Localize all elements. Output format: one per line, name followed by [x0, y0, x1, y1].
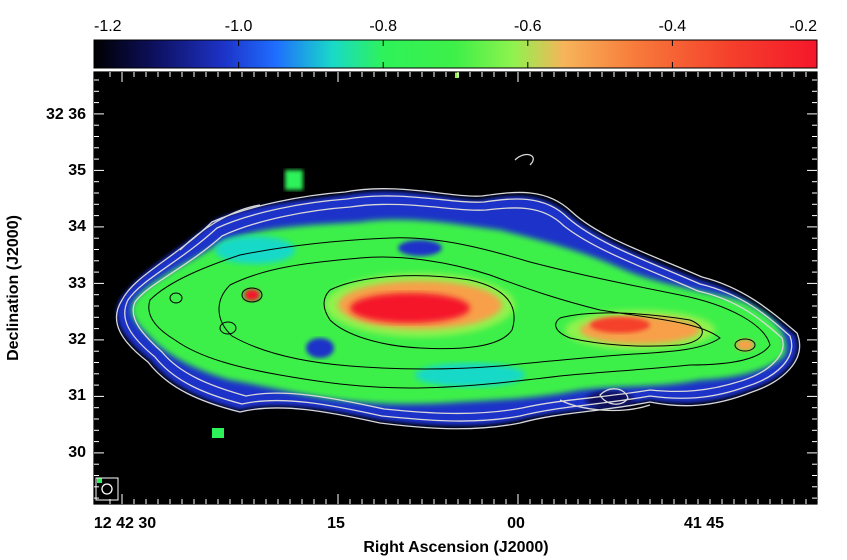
inner-contours [148, 237, 771, 389]
y-axis-label: Declination (J2000) [5, 215, 22, 361]
image-frame [93, 71, 818, 505]
contour-line [169, 292, 183, 304]
x-tick-label: 41 45 [684, 515, 724, 532]
x-axis-ticks [109, 72, 807, 504]
outer-contours [115, 153, 801, 430]
y-tick-label: 33 [68, 275, 86, 292]
contour-line [115, 188, 801, 430]
emission-map [97, 72, 801, 483]
x-tick-labels: 12 42 30 15 00 41 45 [94, 515, 724, 532]
colorbar-tick-label: -1.0 [225, 18, 253, 35]
y-tick-label: 32 [68, 331, 86, 348]
colorbar-ticks [93, 40, 818, 68]
emission-blue-hole [586, 391, 634, 409]
emission-red-peak [736, 339, 754, 351]
emission-red-peak [590, 317, 650, 333]
contour-line [132, 203, 784, 415]
colorbar-tick-label: -1.2 [94, 18, 122, 35]
y-tick-label: 34 [68, 218, 86, 235]
x-tick-label: 12 42 30 [94, 515, 156, 532]
colorbar-bar [93, 39, 818, 69]
colorbar-tick-labels: -1.2 -1.0 -0.8 -0.6 -0.4 -0.2 [94, 18, 817, 35]
emission-island [285, 170, 303, 190]
contour-line [241, 287, 263, 303]
colorbar-tick-label: -0.2 [789, 18, 817, 35]
colorbar-tick-label: -0.4 [659, 18, 687, 35]
y-axis-ticks [94, 79, 817, 499]
y-tick-label: 35 [68, 162, 86, 179]
colorbar: -1.2 -1.0 -0.8 -0.6 -0.4 -0.2 [93, 18, 818, 69]
contour-line [218, 256, 721, 370]
contour-line [559, 399, 651, 412]
contour-line [599, 388, 629, 405]
y-tick-label: 32 36 [46, 106, 86, 123]
contour-line [219, 321, 237, 335]
y-tick-label: 30 [68, 444, 86, 461]
emission-blue-hole [398, 240, 442, 256]
emission-island [97, 478, 102, 483]
contour-line [555, 312, 703, 347]
image-panel [93, 71, 818, 505]
contour-line [148, 237, 771, 389]
beam-box [95, 477, 119, 501]
contour-line [514, 153, 534, 166]
emission-blue-hole [306, 338, 334, 358]
colorbar-tick-label: -0.6 [514, 18, 542, 35]
y-tick-label: 31 [68, 387, 86, 404]
emission-island [455, 72, 459, 78]
y-tick-labels: 32 36 35 34 33 32 31 30 [46, 106, 86, 461]
beam-marker [95, 477, 119, 501]
beam-ellipse [101, 483, 113, 495]
emission-cyan-patch [415, 363, 525, 387]
x-tick-label: 00 [507, 515, 525, 532]
colorbar-tick-label: -0.8 [369, 18, 397, 35]
x-axis-label: Right Ascension (J2000) [363, 539, 548, 556]
contour-line [124, 195, 793, 422]
emission-island [212, 428, 224, 438]
emission-red-peak [244, 289, 260, 301]
contour-line [323, 275, 515, 350]
emission-red-peak [350, 293, 470, 323]
contour-line [179, 204, 261, 251]
contour-line [734, 338, 756, 352]
x-tick-label: 15 [327, 515, 345, 532]
